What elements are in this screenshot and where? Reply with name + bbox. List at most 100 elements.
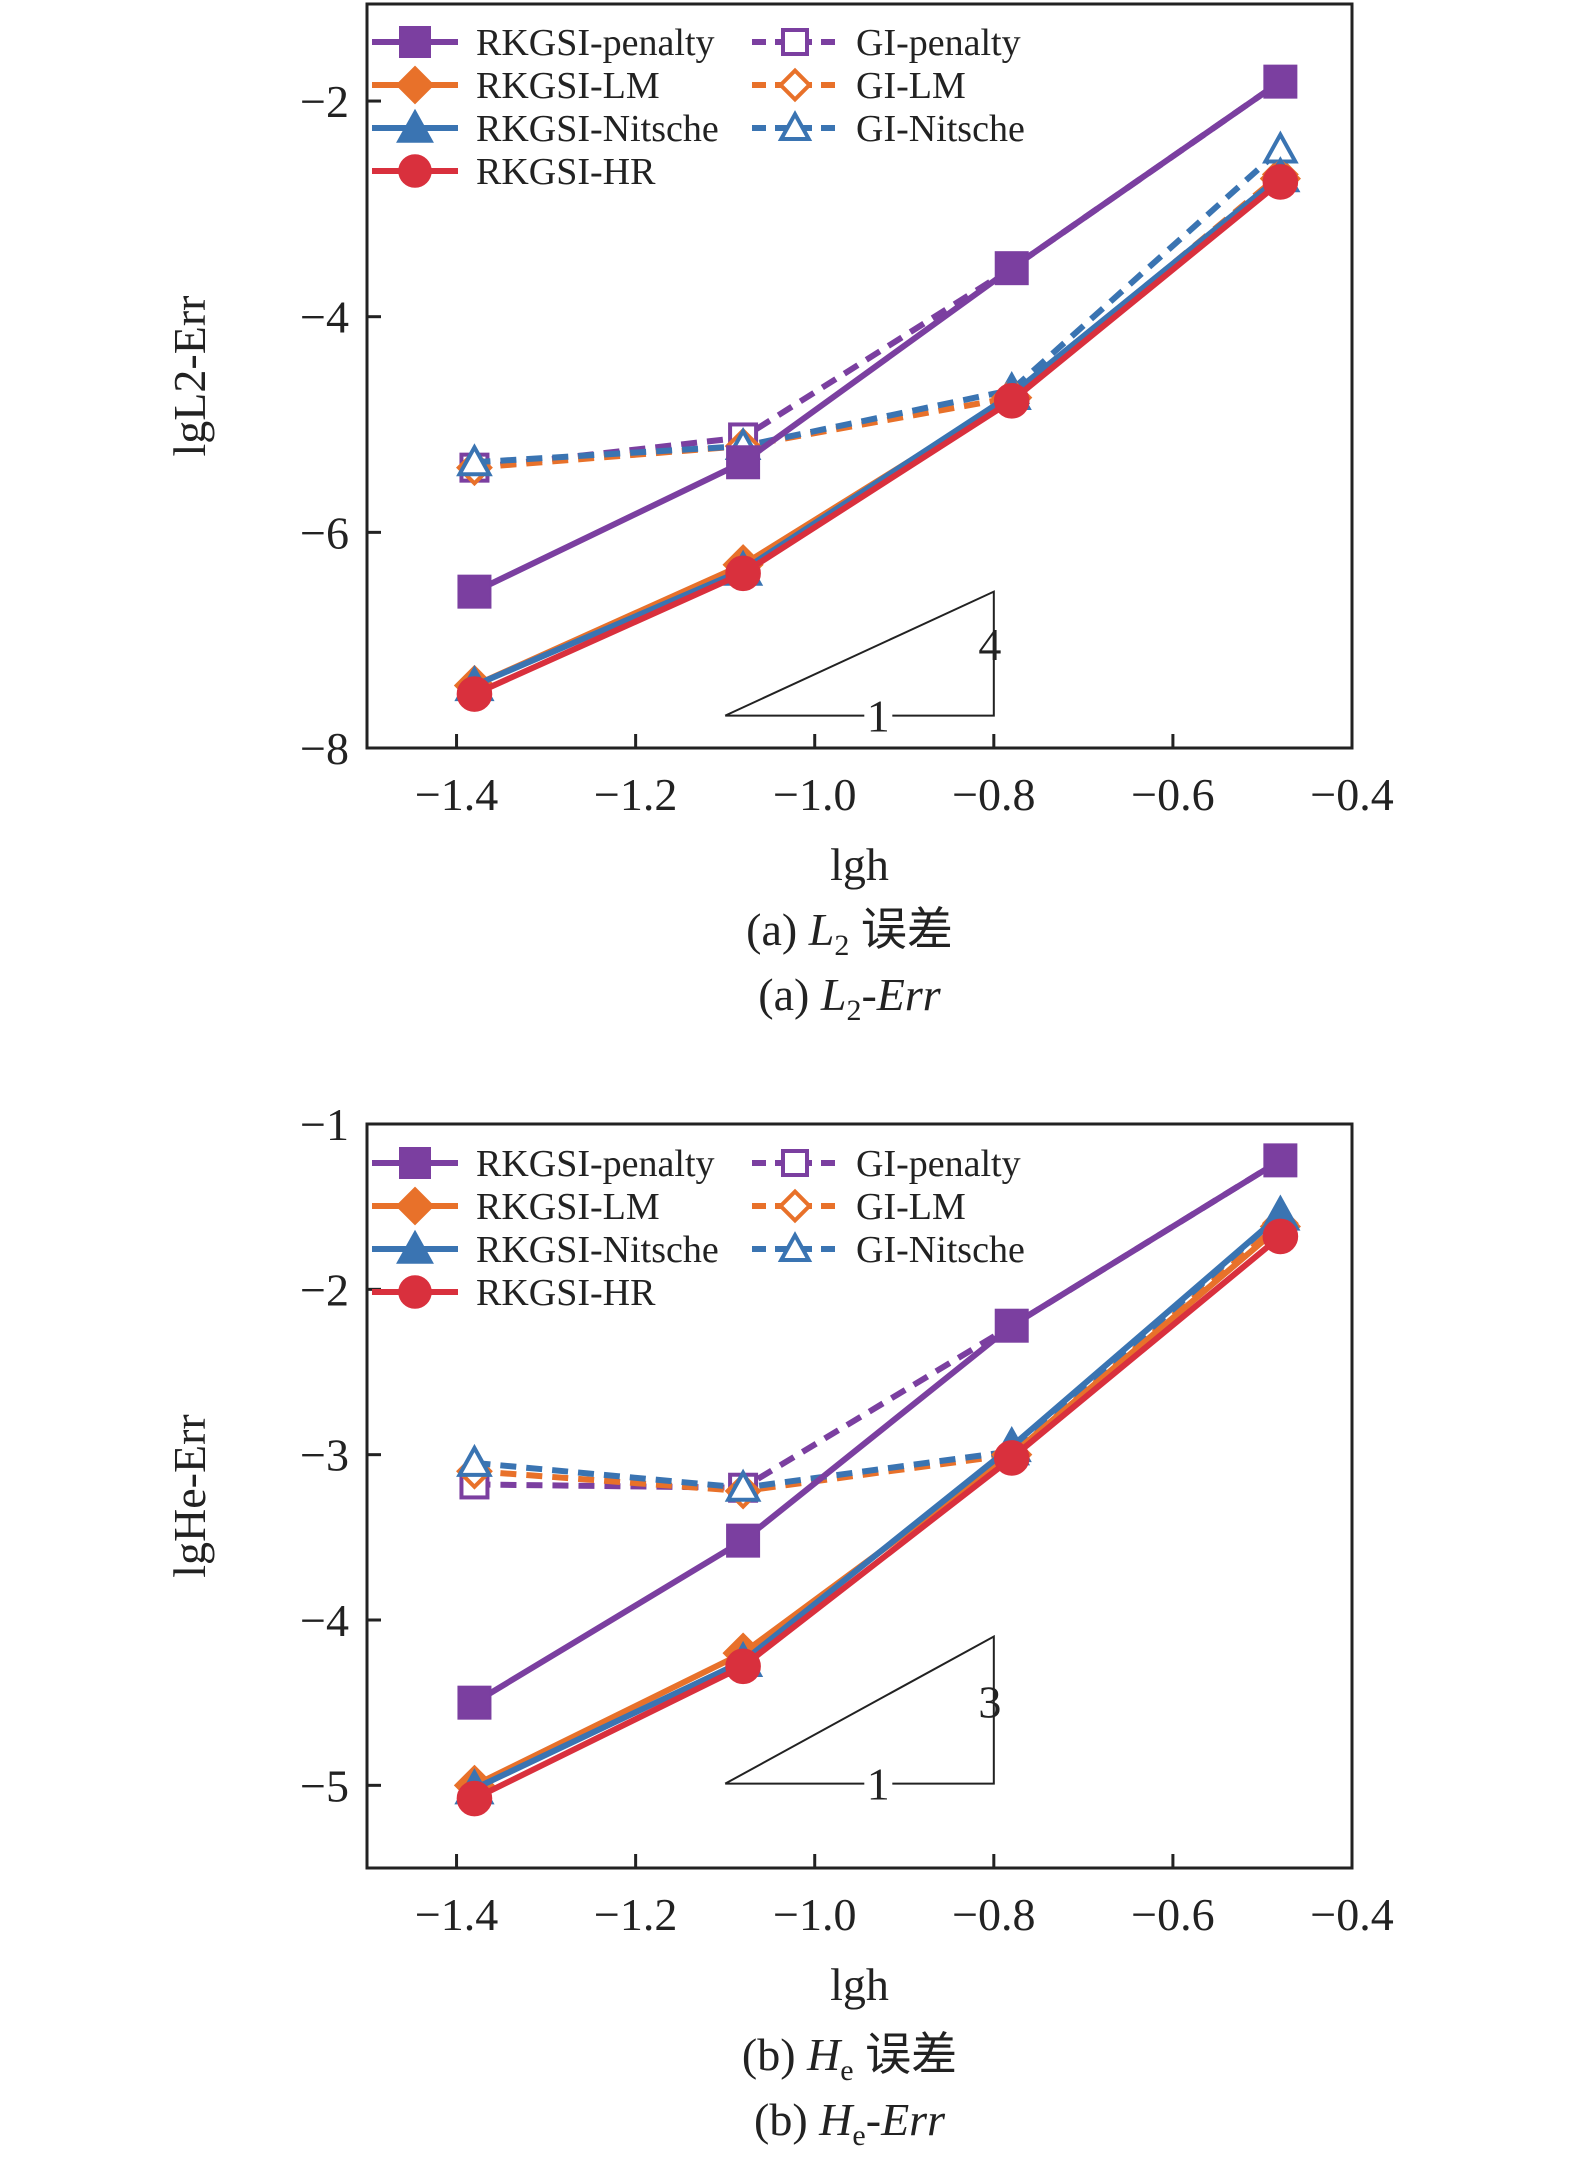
data-point <box>1263 64 1298 99</box>
x-tick-label: −1.4 <box>415 1889 498 1940</box>
legend-marker <box>777 1188 813 1224</box>
y-tick-label: −8 <box>300 723 349 774</box>
legend-item-rkgsi-nitsche: RKGSI-Nitsche <box>372 108 719 150</box>
slope-rise-label: 3 <box>978 1676 1001 1727</box>
legend-item-gi-nitsche: GI-Nitsche <box>752 108 1025 150</box>
y-tick-label: −3 <box>300 1430 349 1481</box>
x-tick-label: −1.2 <box>594 1889 677 1940</box>
legend-item-gi-penalty: GI-penalty <box>752 22 1021 64</box>
series-line <box>473 174 1283 689</box>
legend-marker <box>781 28 809 56</box>
series-rkgsi-penalty <box>457 64 1298 609</box>
y-tick-label: −6 <box>300 507 349 558</box>
legend-item-rkgsi-penalty: RKGSI-penalty <box>372 22 715 64</box>
y-tick-label: −1 <box>300 1099 349 1150</box>
legend-label: GI-penalty <box>856 22 1021 64</box>
y-tick-label: −5 <box>300 1760 349 1811</box>
legend-item-rkgsi-penalty: RKGSI-penalty <box>372 1143 715 1185</box>
caption-english: (b) He-Err <box>754 2094 946 2152</box>
legend-label: GI-LM <box>856 65 966 107</box>
series-line <box>474 1212 1283 1491</box>
chart-a: −1.4 −1.2 −1.0 −0.8 −0.6 −0.4 −8 −6 −4 −2 lgh lgL2-… <box>164 2 1394 1027</box>
legend-label: RKGSI-penalty <box>476 22 715 64</box>
legend-marker <box>395 1186 435 1226</box>
data-point <box>993 1440 1030 1476</box>
data-point <box>1262 164 1299 200</box>
legend-item-rkgsi-hr: RKGSI-HR <box>372 1272 656 1314</box>
data-point <box>456 443 493 477</box>
series-rkgsi-hr <box>456 164 1299 712</box>
y-tick-label: −2 <box>300 76 349 127</box>
slope-run-bg <box>864 1759 893 1806</box>
legend-marker <box>399 26 431 58</box>
series-rkgsi-penalty <box>457 1143 1298 1720</box>
legend-label: RKGSI-HR <box>476 1272 656 1314</box>
legend-marker <box>781 1149 809 1177</box>
legend-label: RKGSI-penalty <box>476 1143 715 1185</box>
x-tick-label: −0.6 <box>1131 1889 1214 1940</box>
data-point <box>726 1523 761 1558</box>
legend-item-gi-lm: GI-LM <box>752 65 966 107</box>
legend-label: RKGSI-LM <box>476 1186 660 1228</box>
slope-run-bg <box>864 691 893 738</box>
plot-frame <box>365 2 1354 750</box>
series-line <box>473 1212 1283 1792</box>
series-line <box>473 179 1283 697</box>
caption-english: (a) L2-Err <box>758 969 941 1027</box>
series-line <box>474 172 1283 471</box>
data-point <box>1263 1143 1298 1178</box>
y-tick-label: −2 <box>300 1264 349 1315</box>
y-tick-label: −4 <box>300 1595 349 1646</box>
data-point <box>724 1468 762 1502</box>
legend: RKGSI-penaltyRKGSI-LMRKGSI-NitscheRKGSI-… <box>372 1143 1025 1314</box>
plot-frame <box>365 1122 1354 1870</box>
data-point <box>993 383 1030 419</box>
legend-item-gi-nitsche: GI-Nitsche <box>752 1229 1025 1271</box>
slope-run-label: 1 <box>867 1759 890 1810</box>
data-point <box>457 574 492 609</box>
slope-triangle: 14 <box>724 590 1001 742</box>
slope-triangle-lines <box>724 590 995 717</box>
legend-marker <box>398 154 432 188</box>
legend-marker <box>777 1231 813 1263</box>
data-point <box>725 555 761 592</box>
y-tick-label: −4 <box>300 292 349 343</box>
slope-triangle: 13 <box>724 1634 1001 1810</box>
legend-item-rkgsi-nitsche: RKGSI-Nitsche <box>372 1229 719 1271</box>
legend-marker <box>777 67 813 103</box>
legend-marker <box>395 65 435 105</box>
legend-item-gi-penalty: GI-penalty <box>752 1143 1021 1185</box>
legend-label: RKGSI-LM <box>476 65 660 107</box>
chart-b: −1.4 −1.2 −1.0 −0.8 −0.6 −0.4 −5 −4 −3 −2 −1 lgh lgH… <box>164 1099 1394 2152</box>
series-line <box>473 79 1283 595</box>
data-point <box>457 1685 492 1720</box>
series-rkgsi-lm <box>453 158 1301 707</box>
x-tick-label: −1.4 <box>415 769 498 820</box>
caption-chinese: (a) L2 误差 <box>746 904 953 962</box>
x-tick-label: −0.6 <box>1131 769 1214 820</box>
x-tick-label: −1.0 <box>773 769 856 820</box>
y-axis-title: lgL2-Err <box>164 296 215 457</box>
data-point <box>725 1648 761 1685</box>
legend-label: GI-Nitsche <box>856 108 1025 150</box>
legend-label: RKGSI-HR <box>476 151 656 193</box>
x-tick-label: −0.4 <box>1310 1889 1393 1940</box>
y-axis-title: lgHe-Err <box>164 1414 215 1577</box>
data-point <box>994 251 1029 286</box>
legend-label: GI-LM <box>856 1186 966 1228</box>
x-tick-label: −0.4 <box>1310 769 1393 820</box>
legend-marker <box>396 1229 434 1264</box>
slope-run-label: 1 <box>867 691 890 742</box>
data-point <box>456 676 493 712</box>
x-tick-label: −0.8 <box>952 769 1035 820</box>
legend: RKGSI-penaltyRKGSI-LMRKGSI-NitscheRKGSI-… <box>372 22 1025 193</box>
caption-chinese: (b) He 误差 <box>742 2029 957 2087</box>
data-point <box>1262 1218 1299 1255</box>
legend-label: GI-penalty <box>856 1143 1021 1185</box>
series-rkgsi-nitsche <box>454 156 1301 702</box>
legend-label: GI-Nitsche <box>856 1229 1025 1271</box>
data-point <box>994 1308 1029 1343</box>
legend-label: RKGSI-Nitsche <box>476 108 719 150</box>
data-point <box>456 1780 493 1817</box>
